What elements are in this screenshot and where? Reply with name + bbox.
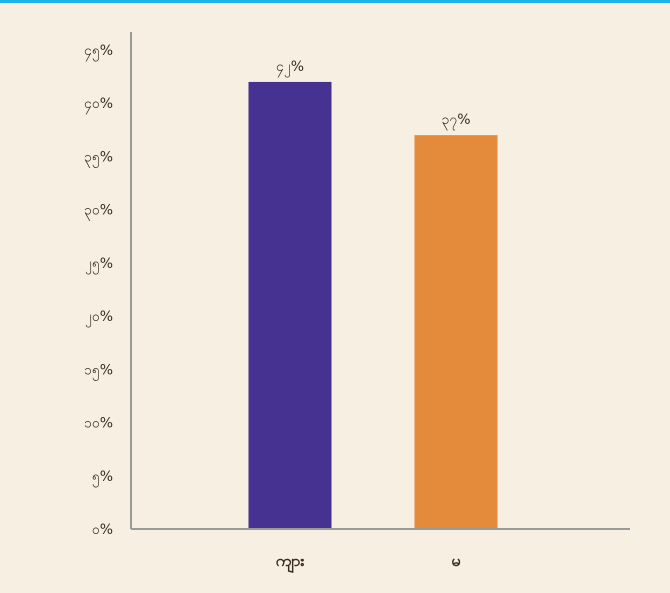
bars: ၄၂% ၃၇% xyxy=(248,59,498,529)
y-tick-label: ၄၀% xyxy=(84,96,113,114)
y-tick-label: ၁၀% xyxy=(84,416,113,432)
y-tick-label: ၅% xyxy=(92,469,113,487)
x-category-label-1: ကျား xyxy=(276,551,305,573)
y-tick-label: ၁၅% xyxy=(84,362,113,380)
y-axis: ၀% ၅% ၁၀% ၁၅% ၂၀% ၂၅% ၃၀% ၃၅% ၄၀% ၄၅% xyxy=(84,32,132,538)
y-tick-label: ၄၅% xyxy=(84,43,113,61)
y-tick-label: ၃၅% xyxy=(84,149,113,167)
bar-1 xyxy=(248,81,332,529)
data-label-1: ၄၂% xyxy=(276,59,304,77)
top-accent-rule xyxy=(0,0,670,3)
y-tick-label: ၂၅% xyxy=(85,256,113,274)
bar-2 xyxy=(414,135,498,529)
y-tick-label: ၀% xyxy=(92,522,113,538)
y-tick-label: ၂၀% xyxy=(85,309,113,327)
y-tick-label: ၃၀% xyxy=(84,203,113,221)
x-category-label-2: မ xyxy=(451,551,461,570)
x-axis: ကျား မ xyxy=(131,528,630,573)
data-label-2: ၃၇% xyxy=(441,112,470,130)
